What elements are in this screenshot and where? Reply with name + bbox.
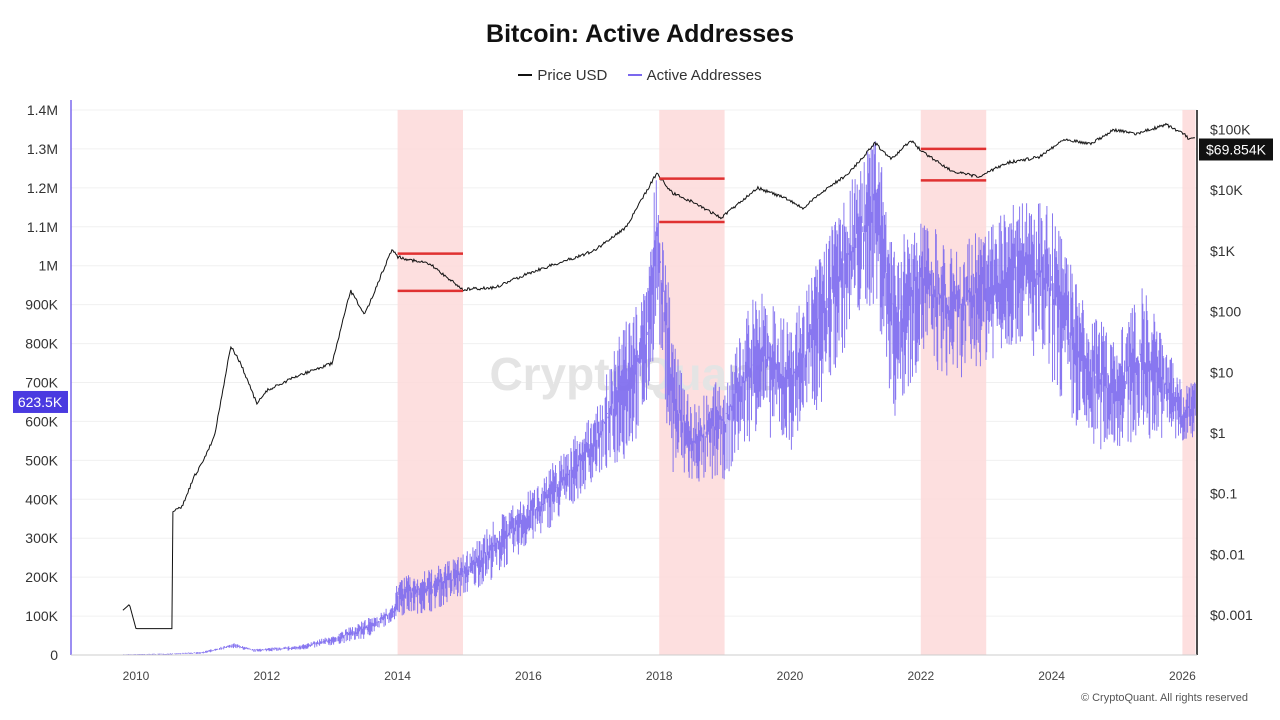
y-right-tick-label: $0.01 xyxy=(1210,546,1245,562)
legend: Price USD Active Addresses xyxy=(0,63,1280,84)
y-left-tick-label: 500K xyxy=(25,452,58,468)
y-right-tick-label: $0.001 xyxy=(1210,607,1253,623)
x-tick-label: 2010 xyxy=(123,669,150,683)
x-tick-label: 2020 xyxy=(777,669,804,683)
price-current-value: $69.854K xyxy=(1206,142,1267,158)
copyright-footer: © CryptoQuant. All rights reserved xyxy=(1080,692,1248,704)
chart-title: Bitcoin: Active Addresses xyxy=(486,20,794,48)
y-right-tick-label: $10 xyxy=(1210,364,1234,380)
x-tick-label: 2024 xyxy=(1038,669,1065,683)
y-right-tick-label: $1K xyxy=(1210,243,1236,259)
x-tick-label: 2026 xyxy=(1169,669,1196,683)
y-right-tick-label: $100 xyxy=(1210,304,1241,320)
y-left-tick-label: 0 xyxy=(50,647,58,663)
y-right-tick-label: $100K xyxy=(1210,122,1251,138)
y-left-tick-label: 400K xyxy=(25,491,58,507)
legend-item-price[interactable]: Price USD xyxy=(518,67,607,84)
price-line xyxy=(122,122,1195,630)
y-left-tick-label: 700K xyxy=(25,375,58,391)
y-left-tick-label: 1.3M xyxy=(27,141,58,157)
active-addresses-current-value: 623.5K xyxy=(18,394,63,410)
legend-label-price: Price USD xyxy=(537,66,608,84)
price-current-badge xyxy=(1199,138,1273,161)
x-tick-label: 2018 xyxy=(646,669,673,683)
y-left-tick-label: 100K xyxy=(25,608,58,624)
x-tick-label: 2016 xyxy=(515,669,542,683)
y-left-tick-label: 800K xyxy=(25,336,58,352)
y-left-tick-label: 900K xyxy=(25,297,58,313)
y-left-tick-label: 1.2M xyxy=(27,180,58,196)
y-right-tick-label: $10K xyxy=(1210,182,1243,198)
y-left-tick-label: 1M xyxy=(39,258,58,274)
legend-label-active-addresses: Active Addresses xyxy=(646,66,762,84)
y-right-tick-label: $0.1 xyxy=(1210,486,1237,502)
shaded-period xyxy=(920,110,987,655)
y-right-tick-label: $1 xyxy=(1210,425,1226,441)
x-tick-label: 2022 xyxy=(907,669,934,683)
y-left-tick-label: 200K xyxy=(25,569,58,585)
y-left-tick-label: 600K xyxy=(25,413,58,429)
y-left-tick-label: 300K xyxy=(25,530,58,546)
x-tick-label: 2012 xyxy=(253,669,280,683)
shaded-period xyxy=(397,110,463,655)
y-left-tick-label: 1.1M xyxy=(27,219,58,235)
shaded-period xyxy=(1182,110,1196,655)
x-tick-label: 2014 xyxy=(384,669,411,683)
legend-swatch-active-addresses xyxy=(627,74,642,76)
legend-swatch-price xyxy=(518,74,533,76)
active-addresses-current-badge xyxy=(13,390,68,413)
legend-item-active-addresses[interactable]: Active Addresses xyxy=(627,66,762,84)
y-left-tick-label: 1.4M xyxy=(27,102,58,118)
